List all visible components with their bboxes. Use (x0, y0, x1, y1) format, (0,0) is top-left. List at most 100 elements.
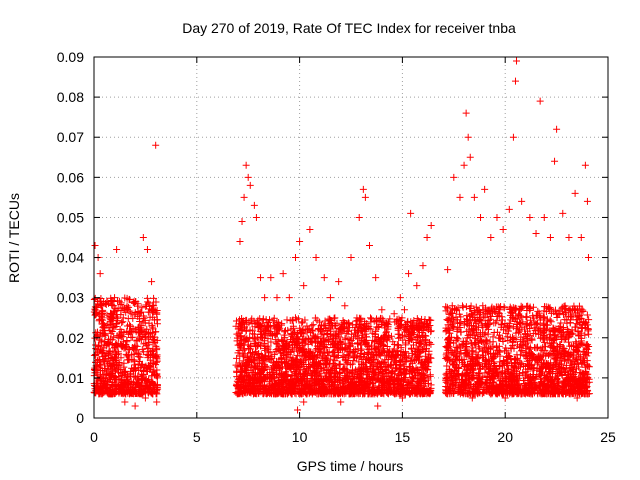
data-point (115, 350, 123, 358)
data-point (462, 303, 470, 311)
data-point (101, 331, 109, 339)
data-point (114, 368, 122, 376)
data-point (126, 321, 134, 329)
data-point (103, 311, 111, 319)
data-point (145, 299, 153, 307)
data-point (115, 381, 123, 389)
data-point (309, 321, 317, 329)
data-point (150, 380, 158, 388)
data-point (93, 377, 101, 385)
data-point (140, 328, 148, 336)
data-point (92, 389, 100, 397)
data-point (153, 351, 161, 359)
data-point (106, 375, 114, 383)
data-point (112, 320, 120, 328)
data-point (102, 355, 110, 363)
data-point (122, 341, 130, 349)
data-point (119, 342, 127, 350)
data-point (326, 315, 334, 323)
data-point (135, 382, 143, 390)
data-point (152, 352, 160, 360)
data-point (453, 334, 461, 342)
data-point (152, 354, 160, 362)
data-point (122, 308, 130, 316)
data-point (115, 389, 123, 397)
data-point (132, 298, 140, 306)
data-point (146, 351, 154, 359)
data-point (138, 370, 146, 378)
data-point (149, 336, 157, 344)
data-point (534, 307, 542, 315)
data-point (152, 298, 160, 306)
data-point (288, 317, 296, 325)
data-point (104, 338, 112, 346)
data-point (92, 350, 100, 358)
data-point (135, 357, 143, 365)
data-point (522, 313, 530, 321)
data-point (123, 294, 131, 302)
data-point (131, 364, 139, 372)
data-point (120, 304, 128, 312)
data-point (407, 327, 415, 335)
data-point (99, 389, 107, 397)
data-point (133, 342, 141, 350)
data-point (311, 314, 319, 322)
data-point (422, 342, 430, 350)
data-point (124, 306, 132, 314)
data-point (232, 361, 240, 369)
data-point (151, 328, 159, 336)
data-point (119, 386, 127, 394)
data-point (148, 321, 156, 329)
data-point (453, 335, 461, 343)
data-point (115, 361, 123, 369)
data-point (130, 365, 138, 373)
data-point (103, 297, 111, 305)
data-point (396, 365, 404, 373)
data-point (132, 389, 140, 397)
data-points (90, 57, 593, 414)
data-point (383, 328, 391, 336)
data-point (138, 345, 146, 353)
data-point (124, 380, 132, 388)
data-point (149, 306, 157, 314)
data-point (427, 340, 435, 348)
data-point (96, 298, 104, 306)
data-point (126, 355, 134, 363)
data-point (134, 372, 142, 380)
data-point (340, 352, 348, 360)
data-point (395, 322, 403, 330)
data-point (136, 386, 144, 394)
data-point (150, 294, 158, 302)
data-point (389, 338, 397, 346)
data-point (130, 299, 138, 307)
data-point (105, 389, 113, 397)
data-point (91, 294, 99, 302)
data-point (425, 339, 433, 347)
data-point (346, 336, 354, 344)
data-point (111, 305, 119, 313)
data-point (413, 315, 421, 323)
data-point (103, 358, 111, 366)
data-point (108, 355, 116, 363)
data-point (113, 343, 121, 351)
data-point (124, 386, 132, 394)
data-point (153, 336, 161, 344)
data-point (427, 381, 435, 389)
data-point (100, 320, 108, 328)
data-point (106, 326, 114, 334)
data-point (152, 389, 160, 397)
data-point (130, 356, 138, 364)
data-point (146, 365, 154, 373)
data-point (149, 359, 157, 367)
data-point (123, 327, 131, 335)
data-point (283, 316, 291, 324)
data-point (152, 371, 160, 379)
data-point (336, 360, 344, 368)
data-point (121, 370, 129, 378)
data-point (144, 298, 152, 306)
data-point (143, 345, 151, 353)
data-point (149, 313, 157, 321)
data-point (131, 309, 139, 317)
data-point (325, 348, 333, 356)
data-point (489, 338, 497, 346)
